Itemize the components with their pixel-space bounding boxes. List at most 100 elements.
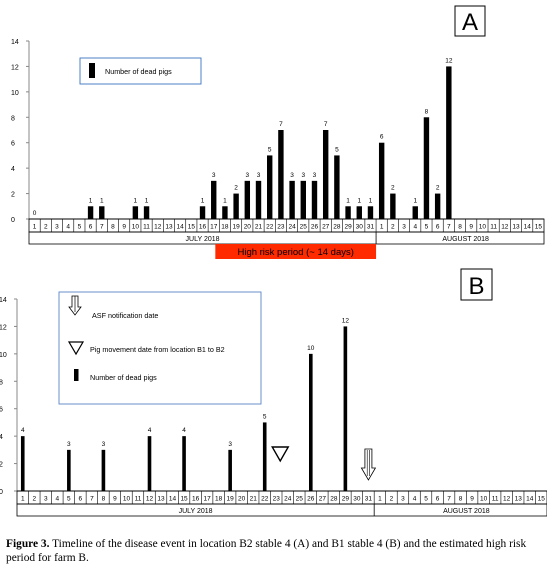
panel-b-day-label: 10 [480, 496, 488, 503]
panel-a-day-label: 4 [66, 224, 70, 231]
panel-a-bar-value-label: 6 [380, 134, 384, 141]
figure-caption: Figure 3. Timeline of the disease event … [6, 537, 544, 565]
caption-text: Timeline of the disease event in locatio… [6, 538, 527, 564]
panel-a-y-tick-label: 10 [11, 90, 19, 97]
panel-a-bar [244, 180, 251, 219]
panel-b-label-box [460, 268, 493, 301]
panel-a-bar [311, 180, 318, 219]
panel-a-day-label: 2 [44, 224, 48, 231]
panel-a-day-label: 9 [122, 224, 126, 231]
panel-b-day-label: 6 [79, 496, 83, 503]
panel-a-bar-value-label: 1 [369, 197, 373, 204]
panel-b-day-label: 19 [227, 496, 235, 503]
panel-a-bar [434, 193, 441, 219]
panel-a-y-tick-label: 4 [11, 166, 15, 173]
panel-b-pig-movement-marker [271, 446, 290, 463]
panel-b-day-label: 24 [284, 496, 292, 503]
panel-a-day-label: 25 [300, 224, 308, 231]
panel-b-day-label: 9 [470, 496, 474, 503]
panel-b-day-label: 31 [365, 496, 373, 503]
panel-a-y-tick-label: 6 [11, 141, 15, 148]
panel-a-day-label: 1 [33, 224, 37, 231]
panel-a-bar [412, 206, 418, 219]
panel-a-bar-value-label: 2 [436, 185, 440, 192]
panel-b-asf-notification-marker [360, 448, 377, 481]
panel-a-day-label: 14 [177, 224, 185, 231]
panel-a-day-label: 3 [402, 224, 406, 231]
panel-a-month-label: JULY 2018 [186, 236, 220, 243]
caption-label: Figure 3. [6, 538, 50, 550]
panel-a-bar-value-label: 1 [357, 197, 361, 204]
panel-b-day-label: 15 [180, 496, 188, 503]
panel-a-bar [289, 180, 295, 219]
panel-b-day-label: 6 [436, 496, 440, 503]
panel-a-day-label: 31 [367, 224, 375, 231]
panel-b-legend-label: Pig movement date from location B1 to B2 [90, 345, 225, 354]
panel-a-day-label: 11 [143, 224, 150, 231]
panel-b-day-label: 8 [102, 496, 106, 503]
panel-b-day-label: 13 [515, 496, 523, 503]
panel-a-legend-bar-marker [89, 63, 95, 78]
panel-a-day-label: 11 [490, 224, 497, 231]
panel-a-bar [132, 206, 139, 219]
panel-b-day-label: 29 [342, 496, 350, 503]
panel-b-day-label: 11 [492, 496, 499, 503]
panel-b-day-label: 7 [90, 496, 94, 503]
panel-a-day-label: 30 [356, 224, 364, 231]
panel-a-day-label: 7 [100, 224, 104, 231]
panel-b-bar [101, 449, 106, 491]
panel-b-legend-triangle-marker [67, 341, 85, 356]
panel-a-bar [390, 193, 396, 219]
panel-b-day-label: 1 [378, 496, 382, 503]
panel-b-day-label: 12 [146, 496, 154, 503]
panel-b-bar [20, 436, 25, 491]
panel-a-bar-value-label: 12 [445, 57, 453, 64]
panel-b-day-label: 12 [503, 496, 511, 503]
panel-a-bar [322, 130, 329, 219]
asf-arrow-outline [360, 448, 377, 481]
panel-a-y-tick-label: 0 [11, 217, 15, 224]
panel-b-day-label: 15 [538, 496, 546, 503]
panel-b-day-label: 21 [250, 496, 258, 503]
panel-a-high-risk-label: High risk period (~ 14 days) [237, 247, 353, 258]
panel-b-bar [67, 449, 71, 491]
panel-a-y-tick-label: 8 [11, 115, 15, 122]
panel-b-day-label: 14 [526, 496, 534, 503]
panel-a-day-label: 29 [344, 224, 352, 231]
panel-b-day-label: 13 [157, 496, 165, 503]
panel-a-day-label: 15 [188, 224, 196, 231]
panel-b-day-label: 23 [273, 496, 281, 503]
panel-b-day-label: 25 [296, 496, 304, 503]
panel-b-legend-label: Number of dead pigs [90, 373, 157, 382]
panel-a-legend-box [79, 57, 202, 85]
panel-a-bar-value-label: 3 [313, 172, 317, 179]
panel-b-day-label: 17 [203, 496, 211, 503]
panel-b-y-tick-label: 6 [0, 407, 3, 414]
panel-a-bar [222, 206, 228, 219]
panel-a-bar [356, 206, 362, 219]
panel-b-legend-arrow-marker [68, 295, 82, 316]
panel-a-day-label: 20 [244, 224, 252, 231]
panel-b-bar-value-label: 12 [342, 317, 350, 324]
panel-a-day-label: 22 [266, 224, 274, 231]
panel-a-day-label: 14 [524, 224, 532, 231]
panel-a-bar-value-label: 1 [346, 197, 350, 204]
panel-b-day-label: 5 [424, 496, 428, 503]
panel-a-bar [345, 206, 351, 219]
panel-a-bar-value-label: 2 [391, 185, 395, 192]
panel-b-day-label: 4 [413, 496, 417, 503]
panel-a-bar-value-label: 1 [100, 197, 104, 204]
panel-b-day-label: 2 [32, 496, 36, 503]
panel-a-day-label: 17 [210, 224, 218, 231]
panel-b-day-label: 26 [307, 496, 315, 503]
panel-b-day-label: 9 [113, 496, 117, 503]
panel-a-bar [423, 117, 430, 219]
panel-a-bar-value-label: 7 [324, 121, 328, 128]
panel-b-day-label: 30 [353, 496, 361, 503]
panel-b-bar [228, 449, 232, 491]
panel-a-bar-value-label: 8 [425, 108, 429, 115]
panel-a-bar-value-label: 0 [33, 210, 37, 217]
panel-a-day-label: 27 [322, 224, 330, 231]
panel-b-day-label: 7 [447, 496, 451, 503]
panel-a-bar-value-label: 5 [335, 146, 339, 153]
